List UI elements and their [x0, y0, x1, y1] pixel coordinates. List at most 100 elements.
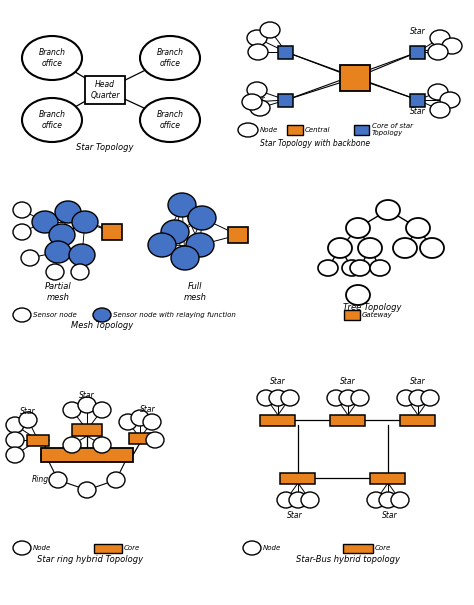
Ellipse shape [140, 98, 200, 142]
Ellipse shape [140, 36, 200, 80]
Ellipse shape [161, 220, 189, 244]
Ellipse shape [93, 437, 111, 453]
Bar [279, 94, 293, 106]
Ellipse shape [243, 541, 261, 555]
Ellipse shape [22, 98, 82, 142]
Text: Sensor node with relaying function: Sensor node with relaying function [113, 312, 236, 318]
Bar [410, 45, 426, 59]
Ellipse shape [358, 238, 382, 258]
Ellipse shape [367, 492, 385, 508]
Ellipse shape [69, 244, 95, 266]
Text: Star: Star [250, 96, 266, 105]
Ellipse shape [21, 250, 39, 266]
Ellipse shape [247, 30, 267, 46]
Text: Ring: Ring [31, 476, 48, 485]
Ellipse shape [46, 264, 64, 280]
Ellipse shape [430, 102, 450, 118]
Ellipse shape [63, 402, 81, 418]
Bar [287, 125, 303, 135]
Ellipse shape [257, 390, 275, 406]
Ellipse shape [442, 38, 462, 54]
Bar [344, 310, 360, 320]
Text: Star-Bus hybrid topology: Star-Bus hybrid topology [296, 555, 400, 564]
Ellipse shape [13, 541, 31, 555]
Text: Star: Star [410, 378, 426, 387]
Ellipse shape [22, 36, 82, 80]
Ellipse shape [119, 414, 137, 430]
Text: Gateway: Gateway [362, 312, 393, 318]
Ellipse shape [63, 437, 81, 453]
Ellipse shape [93, 402, 111, 418]
Ellipse shape [49, 472, 67, 488]
Ellipse shape [55, 201, 81, 223]
Ellipse shape [391, 492, 409, 508]
Bar [340, 65, 370, 91]
Ellipse shape [269, 390, 287, 406]
Bar [279, 45, 293, 59]
Text: Node: Node [260, 127, 278, 133]
Bar [401, 414, 436, 425]
Text: Tree Topology: Tree Topology [343, 304, 401, 313]
Text: Head
Quarter: Head Quarter [90, 80, 120, 100]
Text: Star: Star [340, 378, 356, 387]
Ellipse shape [406, 218, 430, 238]
Ellipse shape [327, 390, 345, 406]
Ellipse shape [339, 390, 357, 406]
Text: Branch
office: Branch office [156, 110, 183, 129]
Ellipse shape [440, 92, 460, 108]
Text: Star: Star [410, 27, 426, 36]
Ellipse shape [45, 241, 71, 263]
Ellipse shape [397, 390, 415, 406]
Bar [281, 473, 316, 483]
Ellipse shape [78, 482, 96, 498]
Bar [355, 125, 370, 135]
Ellipse shape [248, 44, 268, 60]
Ellipse shape [328, 238, 352, 258]
Text: Star: Star [410, 108, 426, 117]
Ellipse shape [32, 211, 58, 233]
Ellipse shape [131, 410, 149, 426]
Text: Partial
mesh: Partial mesh [45, 283, 72, 302]
Text: Branch
office: Branch office [38, 48, 65, 68]
Ellipse shape [13, 224, 31, 240]
Ellipse shape [6, 432, 24, 448]
Ellipse shape [428, 44, 448, 60]
Bar [261, 414, 295, 425]
Text: Star: Star [264, 27, 280, 36]
Ellipse shape [107, 472, 125, 488]
Ellipse shape [72, 211, 98, 233]
Text: Star: Star [79, 390, 95, 399]
Bar [343, 543, 373, 552]
Ellipse shape [376, 200, 400, 220]
Ellipse shape [430, 30, 450, 46]
Ellipse shape [71, 264, 89, 280]
Ellipse shape [342, 260, 362, 276]
Bar [228, 227, 248, 243]
Text: Branch
office: Branch office [38, 110, 65, 129]
Ellipse shape [242, 94, 262, 110]
Text: Full
mesh: Full mesh [183, 283, 207, 302]
Text: Node: Node [263, 545, 281, 551]
Bar [27, 434, 49, 445]
Text: Node: Node [33, 545, 51, 551]
Text: Star: Star [270, 378, 286, 387]
Bar [129, 433, 151, 443]
Ellipse shape [148, 233, 176, 257]
Ellipse shape [250, 100, 270, 116]
Ellipse shape [393, 238, 417, 258]
Text: Star: Star [382, 511, 398, 520]
Text: Star Topology with backbone: Star Topology with backbone [260, 139, 370, 148]
Ellipse shape [289, 492, 307, 508]
Ellipse shape [171, 246, 199, 270]
Ellipse shape [277, 492, 295, 508]
Ellipse shape [318, 260, 338, 276]
Text: Star: Star [287, 511, 303, 520]
Bar [94, 543, 122, 552]
Text: Branch
office: Branch office [156, 48, 183, 68]
Bar [371, 473, 405, 483]
Bar [330, 414, 365, 425]
Text: Star: Star [140, 405, 156, 414]
Text: Core: Core [375, 545, 391, 551]
Bar [72, 424, 102, 436]
Ellipse shape [168, 193, 196, 217]
